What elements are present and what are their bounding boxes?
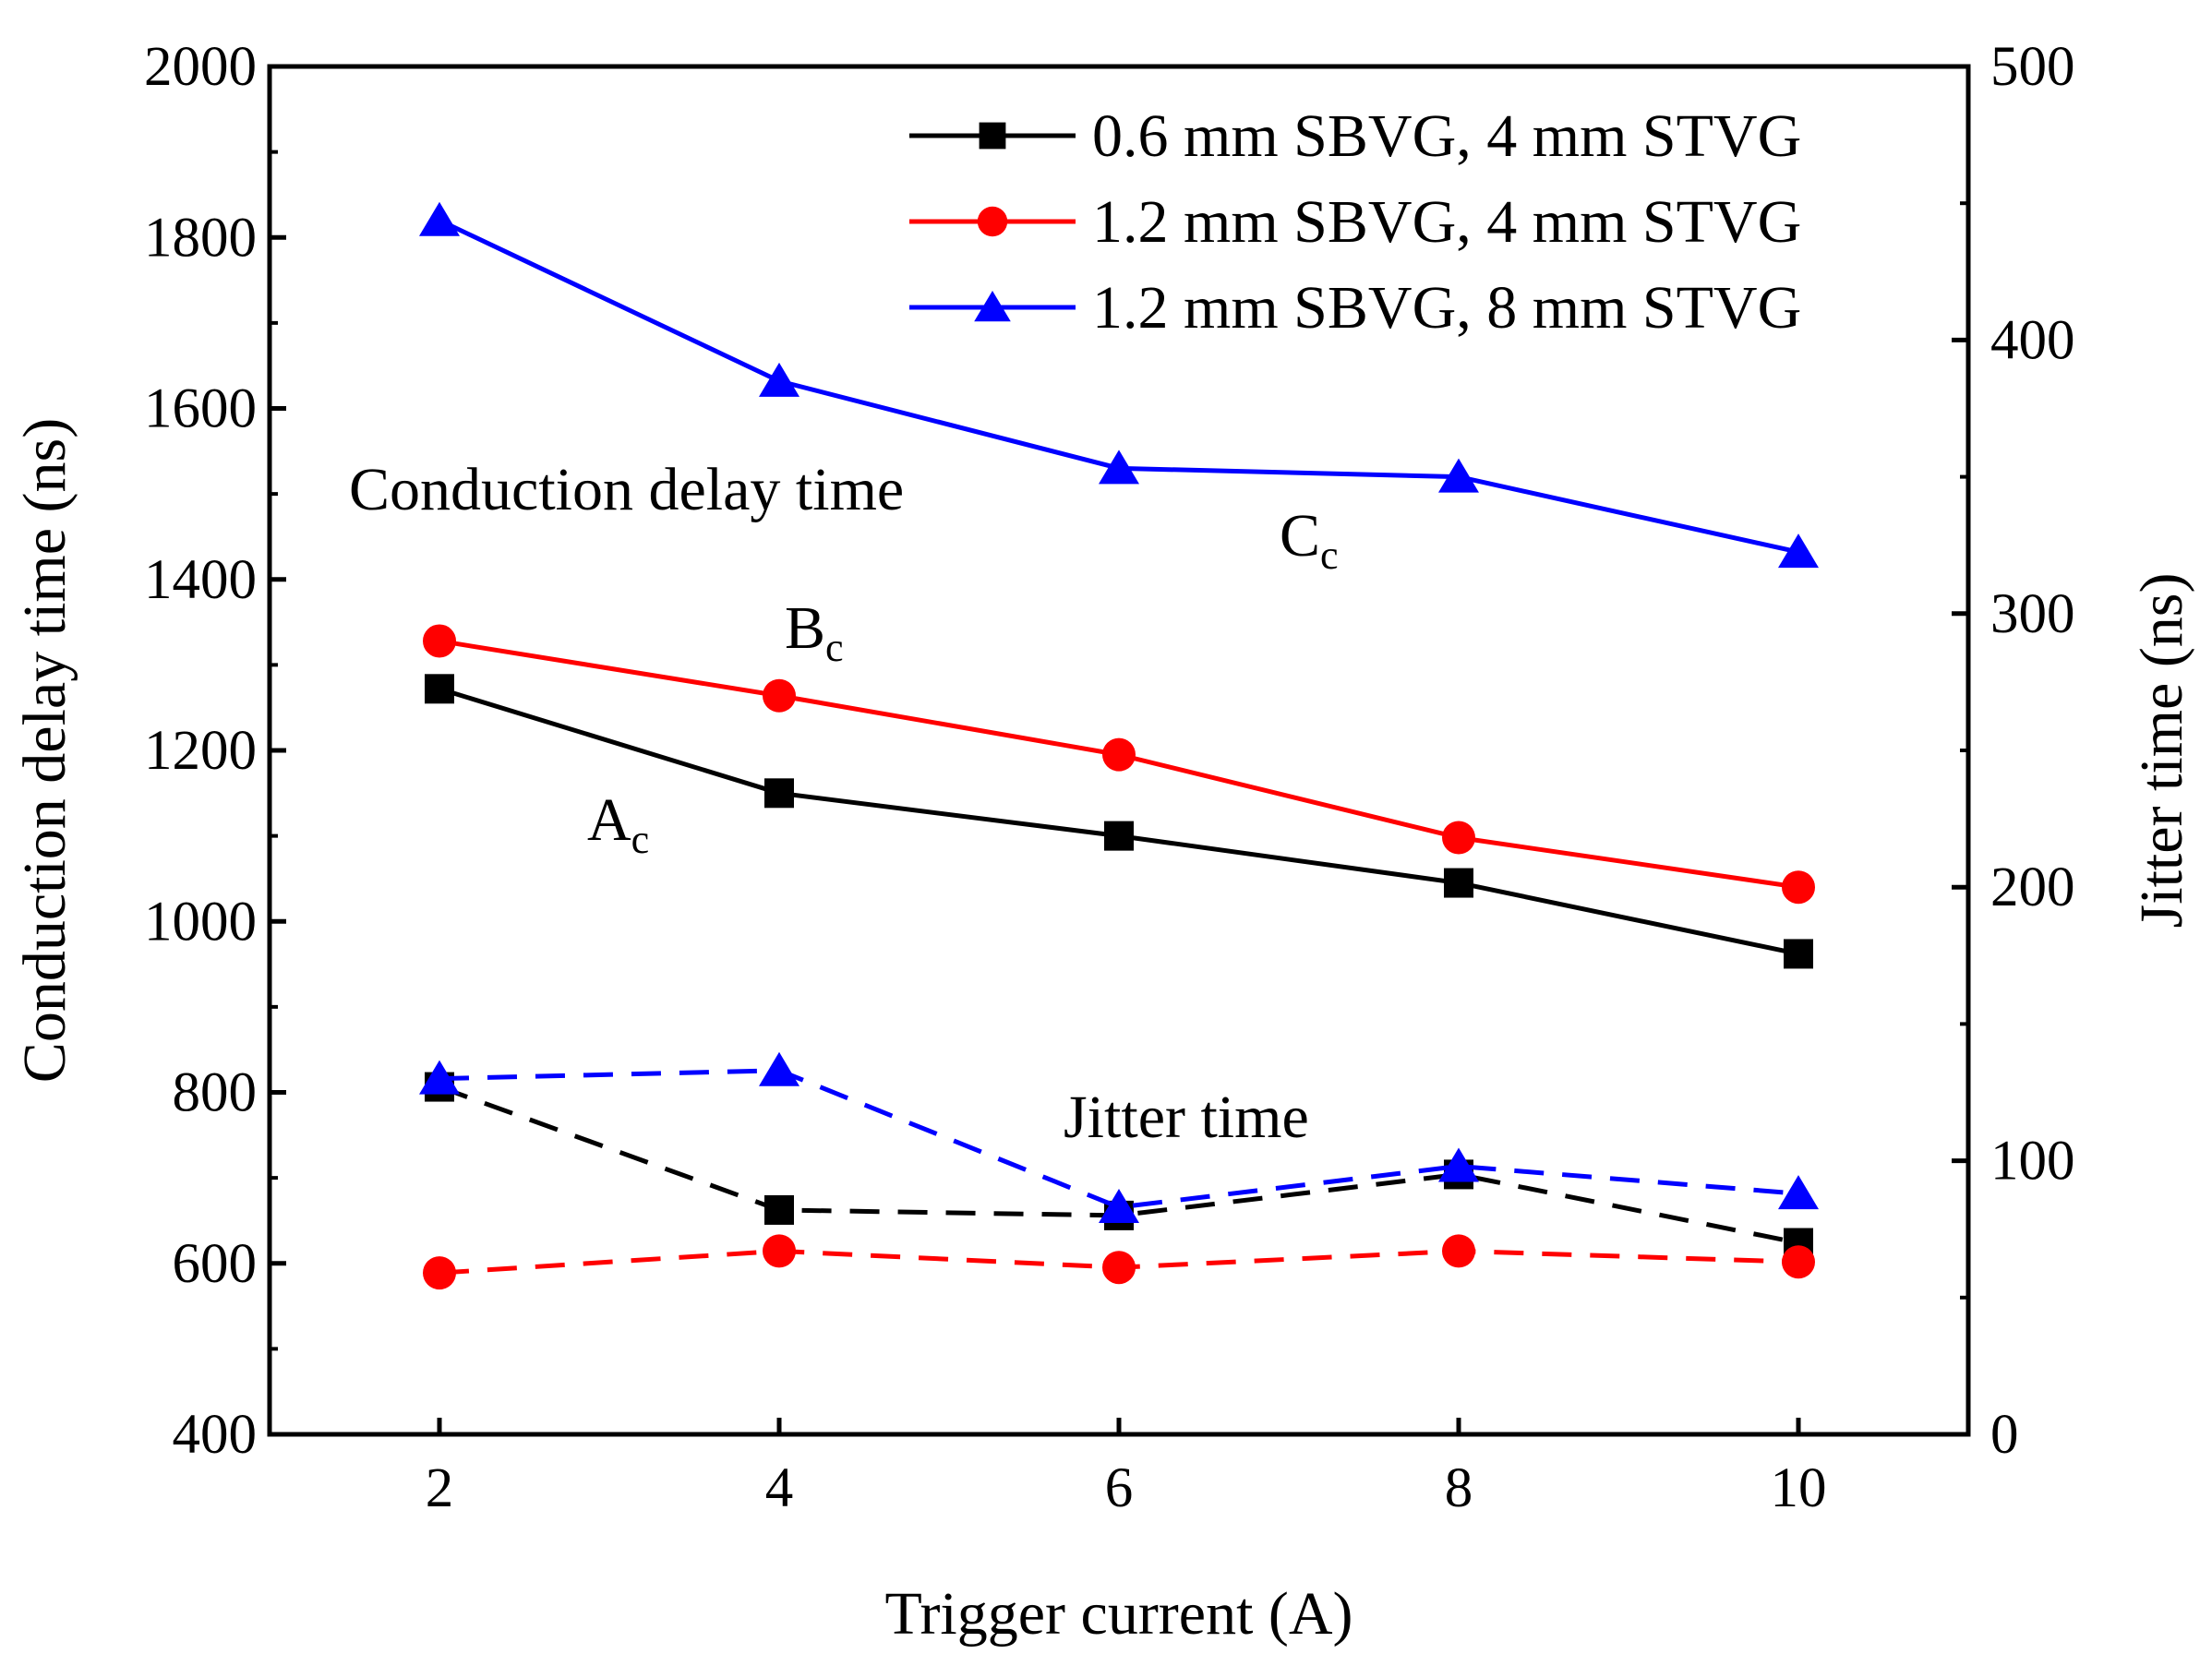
legend-entry: 1.2 mm SBVG, 8 mm STVG xyxy=(909,274,1801,342)
legend-marker-square xyxy=(979,122,1006,150)
data-point-square xyxy=(1104,821,1134,851)
legend-label: 1.2 mm SBVG, 8 mm STVG xyxy=(1092,274,1801,342)
curve-label-b: Bc xyxy=(785,594,844,670)
y-left-tick-label: 800 xyxy=(173,1062,258,1124)
y-right-tick-label: 200 xyxy=(1990,857,2075,918)
series-jitter-triangle xyxy=(419,1051,1819,1223)
data-point-circle xyxy=(1442,821,1475,855)
series-conduction-circle xyxy=(423,624,1815,905)
y-left-tick-label: 1200 xyxy=(144,720,257,782)
data-point-triangle xyxy=(1438,1147,1479,1182)
data-point-circle xyxy=(1782,870,1815,905)
curve-label-c-sub: c xyxy=(1320,533,1339,578)
y-left-tick-label: 2000 xyxy=(144,36,257,98)
x-tick-label: 8 xyxy=(1445,1457,1473,1519)
curve-label-b-sub: c xyxy=(825,625,844,670)
legend-label: 0.6 mm SBVG, 4 mm STVG xyxy=(1092,102,1801,170)
curve-label-c: Cc xyxy=(1280,502,1339,578)
data-point-circle xyxy=(423,1256,456,1290)
data-point-triangle xyxy=(759,1051,799,1086)
axis-ticks: 400 600 800 1000 1200 1400 1600 1800 2000 0 100 200… xyxy=(144,36,2075,1519)
data-point-triangle xyxy=(1778,533,1819,569)
conduction-delay-annotation: Conduction delay time xyxy=(349,456,904,523)
y-left-tick-label: 600 xyxy=(173,1233,258,1295)
legend: 0.6 mm SBVG, 4 mm STVG 1.2 mm SBVG, 4 mm … xyxy=(909,102,1801,342)
y-left-tick-label: 1600 xyxy=(144,378,257,440)
y-left-tick-label: 1000 xyxy=(144,891,257,953)
jitter-time-annotation: Jitter time xyxy=(1064,1084,1309,1151)
data-point-circle xyxy=(1102,1251,1136,1285)
data-point-circle xyxy=(763,678,796,713)
legend-marker-triangle xyxy=(974,291,1011,322)
data-point-triangle xyxy=(419,1060,460,1095)
y-right-tick-label: 300 xyxy=(1990,583,2075,645)
y-left-tick-label: 1400 xyxy=(144,549,257,611)
x-tick-label: 2 xyxy=(426,1457,454,1519)
y-right-tick-label: 100 xyxy=(1990,1131,2075,1193)
series-conduction-square xyxy=(425,674,1813,969)
x-tick-label: 4 xyxy=(765,1457,794,1519)
series-line xyxy=(439,1068,1799,1210)
series-conduction-triangle xyxy=(419,201,1819,569)
y-right-tick-label: 400 xyxy=(1990,309,2075,371)
y-axis-title-right: Jitter time (ns) xyxy=(2128,573,2195,929)
series-jitter-circle xyxy=(423,1234,1815,1290)
data-point-triangle xyxy=(759,362,799,397)
y-right-tick-label: 500 xyxy=(1990,36,2075,98)
data-point-triangle xyxy=(419,201,460,236)
y-right-tick-label: 0 xyxy=(1990,1404,2019,1466)
legend-entry: 0.6 mm SBVG, 4 mm STVG xyxy=(909,102,1801,170)
y-left-tick-label: 1800 xyxy=(144,207,257,269)
curve-label-a: Ac xyxy=(587,786,649,862)
series-layer xyxy=(419,201,1819,1290)
data-point-circle xyxy=(423,624,456,658)
data-point-circle xyxy=(763,1234,796,1268)
data-point-square xyxy=(425,674,454,704)
data-point-square xyxy=(764,1194,794,1225)
data-point-triangle xyxy=(1438,458,1479,493)
data-point-circle xyxy=(1782,1245,1815,1279)
x-tick-label: 6 xyxy=(1105,1457,1134,1519)
curve-label-a-letter: A xyxy=(587,786,631,854)
data-point-triangle xyxy=(1099,449,1139,485)
data-point-square xyxy=(764,778,794,809)
data-point-triangle xyxy=(1778,1175,1819,1210)
y-left-tick-label: 400 xyxy=(173,1404,258,1466)
legend-label: 1.2 mm SBVG, 4 mm STVG xyxy=(1092,188,1801,256)
curve-label-b-letter: B xyxy=(785,594,825,662)
data-point-square xyxy=(1784,939,1813,969)
data-point-square xyxy=(1444,868,1473,898)
plot-frame xyxy=(267,64,1971,1437)
x-tick-label: 10 xyxy=(1771,1457,1827,1519)
data-point-circle xyxy=(1442,1234,1475,1268)
curve-label-a-sub: c xyxy=(631,817,650,862)
data-point-circle xyxy=(1102,737,1136,772)
y-axis-title-left: Conduction delay time (ns) xyxy=(11,418,78,1083)
curve-label-c-letter: C xyxy=(1280,502,1320,569)
legend-marker-circle xyxy=(977,206,1008,237)
x-axis-title: Trigger current (A) xyxy=(884,1580,1352,1648)
legend-entry: 1.2 mm SBVG, 4 mm STVG xyxy=(909,188,1801,256)
data-point-triangle xyxy=(1099,1188,1139,1223)
